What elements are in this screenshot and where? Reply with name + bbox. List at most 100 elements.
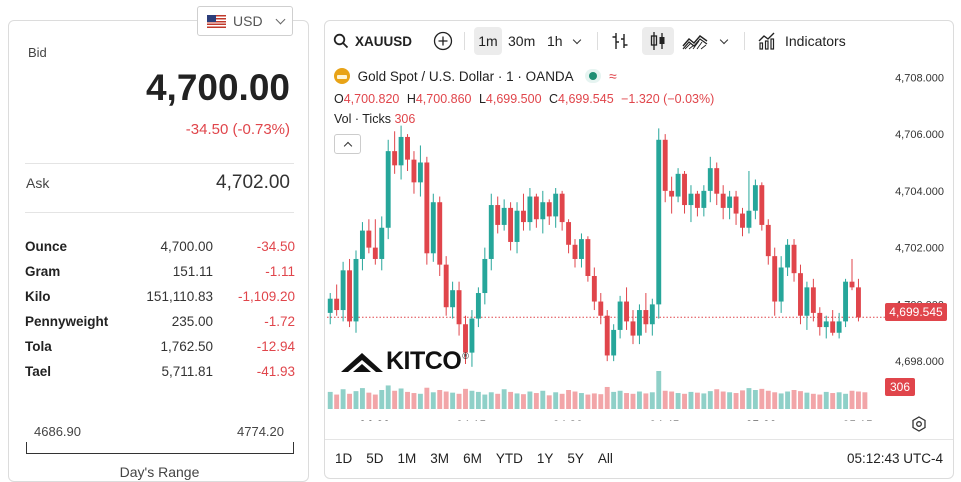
quote-panel: Bid 4,700.00 -34.50 (-0.73%) Ask 4,702.0… bbox=[8, 20, 309, 482]
unit-change: -1.11 bbox=[265, 264, 295, 279]
candle-body bbox=[662, 139, 668, 191]
candle-body bbox=[688, 193, 694, 206]
candles-chart-type-button[interactable] bbox=[642, 27, 674, 55]
candle-body bbox=[405, 136, 410, 160]
range-button-all[interactable]: All bbox=[597, 451, 613, 466]
volume-bar bbox=[430, 392, 436, 409]
y-axis-tick-label: 4,702.000 bbox=[895, 243, 944, 255]
volume-bar bbox=[508, 391, 514, 409]
volume-bar bbox=[772, 392, 778, 409]
gold-icon bbox=[334, 68, 350, 84]
compare-symbol-button[interactable] bbox=[433, 27, 453, 55]
x-axis-tick-label: 05:15 bbox=[843, 418, 873, 421]
unit-price: 235.00 bbox=[171, 314, 213, 329]
volume-bar bbox=[656, 371, 662, 409]
chart-settings-button[interactable] bbox=[911, 416, 927, 432]
chart-toolbar: XAUUSD 1m 30m 1h bbox=[325, 21, 953, 61]
chart-type-dropdown[interactable] bbox=[719, 27, 729, 55]
interval-1m[interactable]: 1m bbox=[474, 27, 502, 55]
volume-value: 306 bbox=[394, 112, 416, 126]
volume-bar bbox=[765, 390, 771, 409]
volume-legend: Vol · Ticks 306 bbox=[334, 112, 415, 126]
volume-bar bbox=[701, 393, 707, 409]
volume-bar bbox=[566, 390, 572, 409]
bid-label: Bid bbox=[28, 45, 47, 60]
symbol-search[interactable]: XAUUSD bbox=[333, 27, 412, 55]
candle-body bbox=[372, 247, 378, 259]
volume-bar bbox=[450, 392, 456, 409]
indicators-button[interactable]: Indicators bbox=[758, 27, 846, 55]
candle-body bbox=[746, 210, 752, 228]
area-chart-type-button[interactable] bbox=[682, 27, 708, 55]
candle-body bbox=[765, 224, 771, 257]
candle-body bbox=[579, 239, 584, 259]
candle-body bbox=[475, 293, 481, 319]
collapse-legend-button[interactable] bbox=[334, 134, 361, 154]
volume-bar bbox=[546, 395, 552, 409]
volume-bar bbox=[611, 391, 617, 409]
range-button-5y[interactable]: 5Y bbox=[567, 451, 584, 466]
candle-body bbox=[572, 244, 578, 259]
toolbar-separator bbox=[597, 32, 598, 50]
range-button-6m[interactable]: 6M bbox=[463, 451, 482, 466]
chevron-down-icon bbox=[572, 35, 582, 44]
y-axis-tick-label: 4,704.000 bbox=[895, 186, 944, 198]
timezone-clock[interactable]: 05:12:43 UTC-4 bbox=[846, 451, 943, 466]
chevron-down-icon bbox=[275, 14, 286, 24]
volume-bar bbox=[727, 392, 733, 409]
candle-body bbox=[791, 244, 797, 274]
area-chart-icon bbox=[682, 35, 708, 50]
volume-bar bbox=[540, 390, 546, 409]
volume-bar bbox=[514, 393, 520, 409]
volume-bar bbox=[707, 391, 713, 409]
volume-bar bbox=[714, 389, 720, 409]
unit-row-kilo: Kilo 151,110.83 -1,109.20 bbox=[25, 284, 295, 309]
candle-body bbox=[566, 222, 572, 245]
range-button-3m[interactable]: 3M bbox=[430, 451, 450, 466]
interval-1h[interactable]: 1h bbox=[547, 27, 563, 55]
y-axis-tick-label: 4,706.000 bbox=[895, 129, 944, 141]
range-button-5d[interactable]: 5D bbox=[366, 451, 384, 466]
range-button-1d[interactable]: 1D bbox=[335, 451, 353, 466]
unit-name: Tael bbox=[25, 364, 52, 379]
volume-bar bbox=[334, 394, 340, 409]
unit-change: -41.93 bbox=[256, 364, 295, 379]
currency-select[interactable]: USD bbox=[197, 6, 293, 36]
candle-body bbox=[817, 312, 823, 328]
price-chart[interactable]: 4,708.000 4,706.000 4,704.000 4,702.000 4,70… bbox=[325, 61, 954, 421]
candle-body bbox=[527, 196, 533, 223]
volume-bar bbox=[804, 392, 810, 409]
candle-body bbox=[636, 310, 642, 336]
candle-body bbox=[327, 298, 333, 313]
volume-bar bbox=[746, 388, 752, 409]
gear-icon bbox=[912, 416, 926, 432]
volume-bar bbox=[501, 389, 507, 409]
symbol-label: XAUUSD bbox=[355, 33, 413, 49]
range-button-1y[interactable]: 1Y bbox=[536, 451, 554, 466]
kitco-wordmark: KITCO bbox=[386, 347, 462, 375]
candle-body bbox=[617, 301, 623, 330]
range-button-ytd[interactable]: YTD bbox=[495, 451, 523, 466]
bars-icon bbox=[612, 33, 628, 49]
candle-body bbox=[798, 273, 803, 316]
candle-body bbox=[417, 162, 423, 183]
days-range-high: 4774.20 bbox=[237, 424, 284, 439]
candle-body bbox=[353, 258, 359, 322]
volume-bar bbox=[759, 388, 765, 409]
low-label: L bbox=[478, 92, 486, 106]
interval-dropdown[interactable] bbox=[572, 27, 582, 55]
last-volume-tag: 306 bbox=[885, 378, 915, 396]
registered-mark: ® bbox=[462, 350, 469, 361]
volume-bar bbox=[843, 393, 849, 409]
open-value: 4,700.820 bbox=[343, 92, 400, 106]
candle-body bbox=[430, 202, 436, 254]
candle-body bbox=[727, 196, 733, 208]
unit-name: Kilo bbox=[25, 289, 51, 304]
range-button-1m[interactable]: 1M bbox=[397, 451, 417, 466]
bar-chart-type-button[interactable] bbox=[611, 27, 629, 55]
last-price-tag: 4,699.545 bbox=[885, 303, 947, 321]
open-label: O bbox=[334, 92, 344, 106]
range-buttons: 1D 5D 1M 3M 6M YTD 1Y 5Y All bbox=[335, 451, 627, 466]
interval-30m[interactable]: 30m bbox=[508, 27, 535, 55]
candle-body bbox=[720, 193, 726, 208]
